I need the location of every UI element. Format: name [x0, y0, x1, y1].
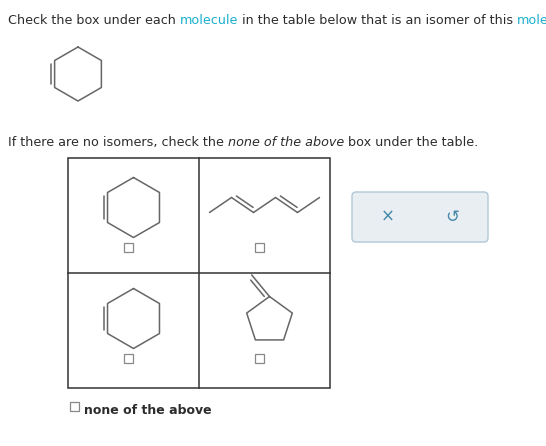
Bar — [124, 354, 133, 363]
Text: molecule: molecule — [518, 14, 546, 27]
Bar — [124, 243, 133, 252]
Text: If there are no isomers, check the none of the above: If there are no isomers, check the none … — [8, 136, 345, 149]
Bar — [255, 354, 264, 363]
Bar — [68, 158, 330, 388]
Text: molecule: molecule — [180, 14, 238, 27]
Bar — [68, 158, 330, 388]
Text: none of the above: none of the above — [84, 404, 212, 417]
Text: ×: × — [381, 208, 395, 226]
Text: Check the box under each: Check the box under each — [8, 14, 180, 27]
Text: in the table below that is an isomer of this: in the table below that is an isomer of … — [238, 14, 518, 27]
Text: none of the above: none of the above — [228, 136, 344, 149]
Text: If there are no isomers, check the: If there are no isomers, check the — [8, 136, 228, 149]
FancyBboxPatch shape — [352, 192, 488, 242]
Text: box under the table.: box under the table. — [344, 136, 478, 149]
Bar — [255, 243, 264, 252]
Text: ↺: ↺ — [445, 208, 459, 226]
Bar — [69, 401, 79, 410]
